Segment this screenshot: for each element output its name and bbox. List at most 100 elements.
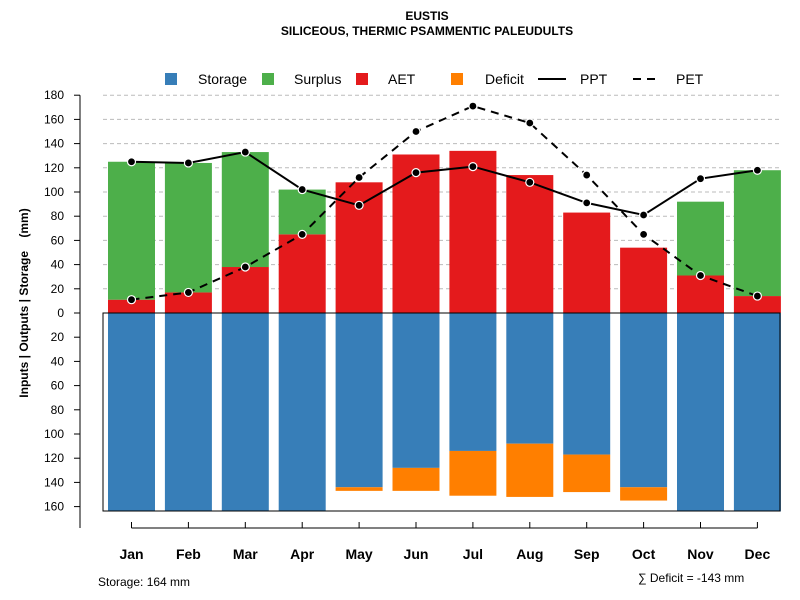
x-axis: Jan Feb Mar Apr May Jun Jul Aug Sep Oct Nov Dec bbox=[119, 522, 770, 562]
y-tick-label: 180 bbox=[44, 88, 64, 102]
storage-bar bbox=[392, 313, 440, 468]
storage-bar bbox=[335, 313, 383, 488]
ppt-point bbox=[411, 168, 421, 178]
pet-point bbox=[468, 101, 478, 111]
storage-bar bbox=[449, 313, 497, 451]
ppt-point bbox=[240, 147, 250, 157]
ppt-point bbox=[695, 174, 706, 184]
bars bbox=[108, 150, 781, 512]
pet-point bbox=[354, 172, 364, 183]
y-tick-label: 80 bbox=[51, 403, 65, 417]
x-tick-label: Oct bbox=[632, 546, 656, 562]
series-lines bbox=[126, 101, 763, 305]
aet-bar bbox=[392, 154, 440, 313]
ppt-point bbox=[752, 165, 763, 175]
y-tick-label: 120 bbox=[44, 451, 64, 465]
ppt-point bbox=[582, 198, 592, 208]
legend-swatch bbox=[165, 73, 177, 85]
ppt-line bbox=[131, 151, 758, 217]
x-tick-label: Jul bbox=[463, 546, 483, 562]
deficit-bar bbox=[449, 450, 497, 496]
pet-point bbox=[183, 287, 193, 298]
y-tick-label: 160 bbox=[44, 500, 64, 514]
pet-point bbox=[695, 270, 706, 281]
pet-point bbox=[240, 262, 250, 272]
y-tick-label: 60 bbox=[51, 379, 65, 393]
surplus-bar bbox=[108, 161, 155, 300]
aet-bar bbox=[449, 150, 497, 313]
ppt-point bbox=[468, 161, 478, 172]
x-tick-label: Apr bbox=[290, 546, 315, 562]
deficit-bar bbox=[563, 454, 611, 493]
surplus-bar bbox=[164, 162, 212, 293]
ppt-point bbox=[638, 210, 649, 220]
ppt-point bbox=[525, 177, 535, 187]
deficit-bar bbox=[392, 467, 440, 491]
legend-swatch bbox=[356, 73, 368, 85]
storage-bar bbox=[108, 313, 155, 512]
legend: Storage Surplus AET Deficit PPT PET bbox=[165, 71, 704, 87]
legend-swatch bbox=[451, 73, 463, 85]
deficit-bar bbox=[335, 487, 383, 491]
storage-bar bbox=[278, 313, 326, 512]
legend-swatch bbox=[262, 73, 274, 85]
aet-bar bbox=[108, 299, 155, 313]
storage-bar bbox=[733, 313, 781, 512]
y-tick-label: 0 bbox=[57, 306, 64, 320]
pet-point bbox=[126, 295, 137, 305]
y-tick-label: 40 bbox=[51, 258, 65, 272]
legend-label: Deficit bbox=[485, 71, 524, 87]
storage-bar bbox=[563, 313, 611, 455]
x-tick-label: Feb bbox=[176, 546, 201, 562]
aet-bar bbox=[563, 212, 611, 313]
ppt-point bbox=[126, 157, 137, 167]
legend-label: Surplus bbox=[294, 71, 341, 87]
legend-label: Storage bbox=[198, 71, 247, 87]
storage-bar bbox=[164, 313, 212, 512]
deficit-bar bbox=[620, 487, 668, 501]
y-tick-label: 80 bbox=[51, 209, 65, 223]
pet-point bbox=[638, 229, 649, 239]
ppt-point bbox=[297, 184, 307, 195]
x-tick-label: Aug bbox=[516, 546, 543, 562]
chart-subtitle: SILICEOUS, THERMIC PSAMMENTIC PALEUDULTS bbox=[281, 24, 573, 38]
y-tick-label: 140 bbox=[44, 475, 64, 489]
aet-bar bbox=[506, 175, 554, 313]
x-tick-label: Mar bbox=[233, 546, 258, 562]
pet-line bbox=[131, 105, 758, 301]
chart-title: EUSTIS bbox=[405, 9, 448, 23]
aet-bar bbox=[164, 292, 212, 313]
legend-label: PPT bbox=[580, 71, 608, 87]
y-tick-label: 100 bbox=[44, 427, 64, 441]
deficit-bar bbox=[506, 443, 554, 497]
x-tick-label: Dec bbox=[745, 546, 771, 562]
x-tick-label: May bbox=[345, 546, 372, 562]
pet-point bbox=[752, 291, 763, 301]
pet-point bbox=[297, 229, 307, 239]
x-tick-label: Jun bbox=[404, 546, 429, 562]
legend-label: PET bbox=[676, 71, 704, 87]
y-tick-label: 60 bbox=[51, 233, 65, 247]
ppt-point bbox=[183, 158, 193, 168]
y-tick-label: 120 bbox=[44, 161, 64, 175]
x-tick-label: Sep bbox=[574, 546, 600, 562]
y-tick-label: 100 bbox=[44, 185, 64, 199]
storage-bar bbox=[620, 313, 668, 488]
pet-point bbox=[411, 126, 421, 137]
x-tick-label: Jan bbox=[119, 546, 143, 562]
deficit-footnote: ∑ Deficit = -143 mm bbox=[638, 571, 744, 585]
y-axis: 180 160 140 120 100 80 60 40 20 0 20 40 60 80 100 120 14… bbox=[44, 88, 81, 528]
y-tick-label: 40 bbox=[51, 354, 65, 368]
aet-bar bbox=[278, 234, 326, 313]
storage-footnote: Storage: 164 mm bbox=[98, 575, 190, 589]
surplus-bar bbox=[677, 201, 724, 276]
x-tick-label: Nov bbox=[687, 546, 714, 562]
y-axis-label: Inputs | Outputs | Storage (mm) bbox=[17, 208, 31, 397]
y-tick-label: 140 bbox=[44, 137, 64, 151]
storage-bar bbox=[506, 313, 554, 444]
storage-bar bbox=[221, 313, 269, 512]
surplus-bar bbox=[733, 170, 781, 297]
y-tick-label: 20 bbox=[51, 282, 65, 296]
legend-label: AET bbox=[388, 71, 416, 87]
surplus-bar bbox=[221, 152, 269, 268]
